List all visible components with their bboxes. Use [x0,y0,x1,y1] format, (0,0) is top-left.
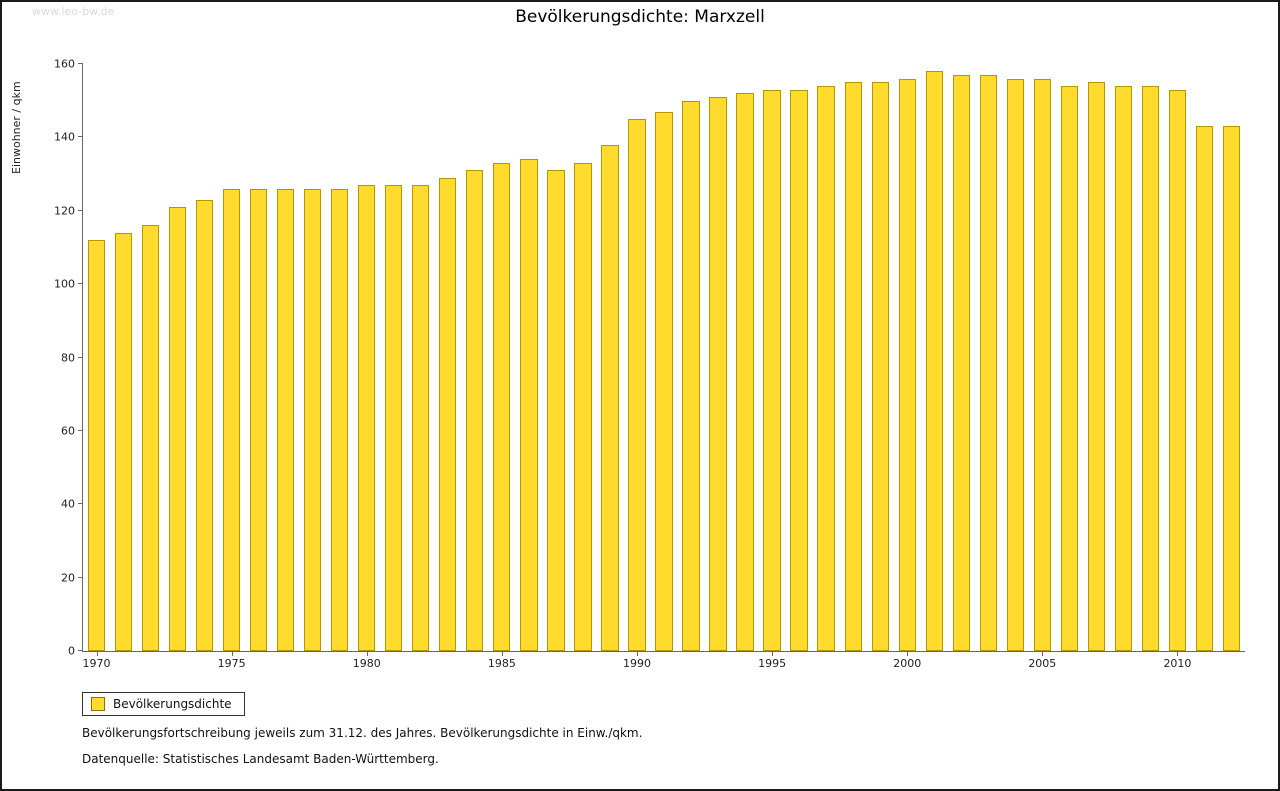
x-tick-mark [1177,651,1179,656]
footnote-method: Bevölkerungsfortschreibung jeweils zum 3… [82,726,643,740]
x-tick-label: 2005 [1028,657,1057,670]
bar-1986 [520,159,538,651]
bar-1990 [628,119,646,651]
bar-2005 [1033,78,1051,651]
x-tick-label: 1980 [352,657,381,670]
footnote-source: Datenquelle: Statistisches Landesamt Bad… [82,752,439,766]
x-tick-mark [1042,651,1044,656]
y-tick-mark [78,576,83,578]
y-tick-mark [78,429,83,431]
bar-1983 [439,177,457,651]
bar-1977 [277,188,295,651]
bar-2011 [1195,126,1214,651]
y-tick-label: 80 [61,351,75,364]
bar-1987 [547,170,565,651]
x-tick-label: 1970 [82,657,111,670]
plot-area: 0 20 40 60 80 100 120 140 160 1970 1975 1980 1985 199… [54,58,1245,670]
bar-2010 [1168,89,1187,651]
y-tick-mark [78,650,83,651]
x-tick-mark [231,651,233,656]
y-tick-mark [78,63,83,64]
bar-1999 [871,82,889,651]
bar-1991 [655,111,673,651]
bar-1970 [87,240,106,651]
bar-1971 [114,232,133,651]
bar-2008 [1114,86,1133,651]
x-tick-label: 2010 [1163,657,1192,670]
x-tick-label: 1990 [622,657,651,670]
bar-1988 [574,163,592,651]
y-tick-mark [78,136,83,138]
bar-2012 [1222,126,1241,651]
chart-area: 0 20 40 60 80 100 120 140 160 1970 1975 1980 1985 199… [54,58,1245,670]
y-tick-label: 120 [54,204,75,218]
bar-1981 [385,185,403,651]
y-tick-label: 40 [61,497,75,511]
x-tick-mark [96,651,98,656]
y-tick-label: 60 [61,424,75,438]
bar-1973 [168,207,187,651]
bar-2007 [1087,82,1105,651]
bar-1980 [358,185,376,651]
bar-1994 [736,93,754,651]
bar-2004 [1006,78,1024,651]
x-tick-label: 1975 [217,657,246,670]
y-tick-mark [78,209,83,211]
y-tick-label: 100 [54,277,75,291]
bar-1972 [141,225,160,651]
x-tick-label: 1995 [758,657,787,670]
bar-1998 [844,82,862,651]
bar-1982 [412,185,430,651]
bar-1975 [222,188,241,651]
y-tick-mark [78,356,83,358]
bar-1992 [682,100,700,651]
bar-1979 [331,188,349,651]
bar-2006 [1060,86,1078,651]
bar-2001 [925,71,943,651]
chart-title: Bevölkerungsdichte: Marxzell [515,7,765,27]
x-tick-mark [772,651,774,656]
bar-1976 [250,188,268,651]
legend-label: Bevölkerungsdichte [113,697,232,711]
y-tick-label: 20 [61,571,75,585]
legend-swatch-icon [91,697,105,711]
x-tick-mark [366,651,368,656]
x-tick-mark [636,651,638,656]
bar-2009 [1141,86,1160,651]
bar-2000 [898,78,916,651]
bar-1993 [709,97,727,651]
bar-1997 [817,86,835,651]
bar-1996 [790,89,808,651]
y-tick-label: 160 [54,57,75,71]
bar-1985 [493,163,511,651]
x-tick-mark [907,651,909,656]
y-tick-label: 0 [68,644,75,658]
bar-2003 [979,75,997,651]
y-tick-mark [78,283,83,285]
bar-1995 [763,89,781,651]
bar-2002 [952,75,970,651]
bar-1974 [195,199,214,651]
x-tick-label: 1985 [487,657,516,670]
bar-1984 [466,170,484,651]
y-tick-mark [78,503,83,505]
y-tick-label: 140 [54,130,75,144]
y-axis-title: Einwohner / qkm [10,81,23,174]
watermark: www.leo-bw.de [32,5,115,18]
bar-1978 [304,188,322,651]
legend-box: Bevölkerungsdichte [82,692,245,716]
x-tick-mark [501,651,503,656]
bar-1989 [601,144,619,651]
x-tick-label: 2000 [893,657,922,670]
